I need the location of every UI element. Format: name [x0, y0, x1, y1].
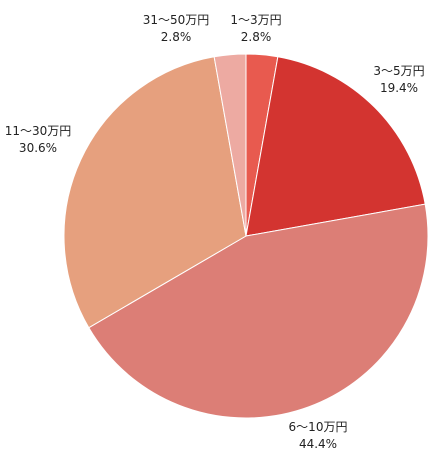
- slice-label-1-3: 1〜3万円 2.8%: [230, 12, 281, 46]
- slice-label-6-10: 6〜10万円 44.4%: [289, 419, 348, 453]
- pie-slice-1: [245, 56, 426, 237]
- slice-percent: 2.8%: [240, 30, 272, 44]
- slice-category: 3〜5万円: [373, 64, 425, 78]
- pie-slice-4: [213, 53, 247, 237]
- slice-category: 31〜50万円: [142, 13, 210, 27]
- pie-slice-3: [63, 56, 247, 329]
- slice-percent: 30.6%: [18, 141, 58, 155]
- slice-label-11-30: 11〜30万円 30.6%: [5, 123, 72, 157]
- slice-category: 6〜10万円: [288, 420, 348, 434]
- slice-label-3-5: 3〜5万円 19.4%: [373, 63, 424, 97]
- slice-category: 1〜3万円: [230, 13, 282, 27]
- slice-percent: 2.8%: [160, 30, 192, 44]
- slice-label-31-50: 31〜50万円 2.8%: [143, 12, 210, 46]
- slice-percent: 44.4%: [298, 437, 338, 451]
- slice-category: 11〜30万円: [4, 124, 72, 138]
- slice-percent: 19.4%: [379, 81, 419, 95]
- pie-slice-2: [88, 203, 429, 419]
